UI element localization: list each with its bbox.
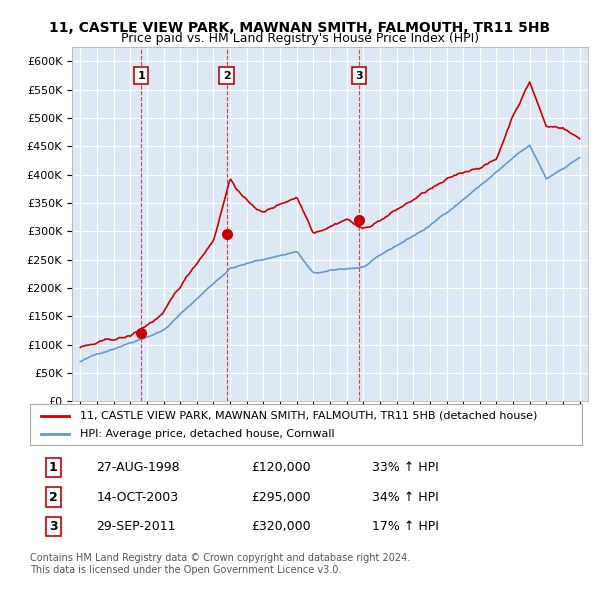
Text: 14-OCT-2003: 14-OCT-2003 [96, 490, 178, 504]
Text: 34% ↑ HPI: 34% ↑ HPI [372, 490, 439, 504]
Text: 11, CASTLE VIEW PARK, MAWNAN SMITH, FALMOUTH, TR11 5HB (detached house): 11, CASTLE VIEW PARK, MAWNAN SMITH, FALM… [80, 411, 537, 421]
Text: £120,000: £120,000 [251, 461, 310, 474]
Text: 2: 2 [223, 71, 230, 80]
Text: 2: 2 [49, 490, 58, 504]
Text: Price paid vs. HM Land Registry's House Price Index (HPI): Price paid vs. HM Land Registry's House … [121, 32, 479, 45]
Text: This data is licensed under the Open Government Licence v3.0.: This data is licensed under the Open Gov… [30, 565, 341, 575]
Text: HPI: Average price, detached house, Cornwall: HPI: Average price, detached house, Corn… [80, 429, 334, 439]
Text: 29-SEP-2011: 29-SEP-2011 [96, 520, 176, 533]
Text: Contains HM Land Registry data © Crown copyright and database right 2024.: Contains HM Land Registry data © Crown c… [30, 553, 410, 563]
Text: 17% ↑ HPI: 17% ↑ HPI [372, 520, 439, 533]
Text: 1: 1 [137, 71, 145, 80]
Text: 11, CASTLE VIEW PARK, MAWNAN SMITH, FALMOUTH, TR11 5HB: 11, CASTLE VIEW PARK, MAWNAN SMITH, FALM… [49, 21, 551, 35]
Text: 33% ↑ HPI: 33% ↑ HPI [372, 461, 439, 474]
Text: £320,000: £320,000 [251, 520, 310, 533]
Text: £295,000: £295,000 [251, 490, 310, 504]
Text: 3: 3 [355, 71, 363, 80]
Text: 3: 3 [49, 520, 58, 533]
Text: 27-AUG-1998: 27-AUG-1998 [96, 461, 180, 474]
Text: 1: 1 [49, 461, 58, 474]
